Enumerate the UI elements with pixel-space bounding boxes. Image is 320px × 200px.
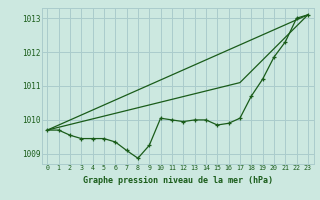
X-axis label: Graphe pression niveau de la mer (hPa): Graphe pression niveau de la mer (hPa) (83, 176, 273, 185)
